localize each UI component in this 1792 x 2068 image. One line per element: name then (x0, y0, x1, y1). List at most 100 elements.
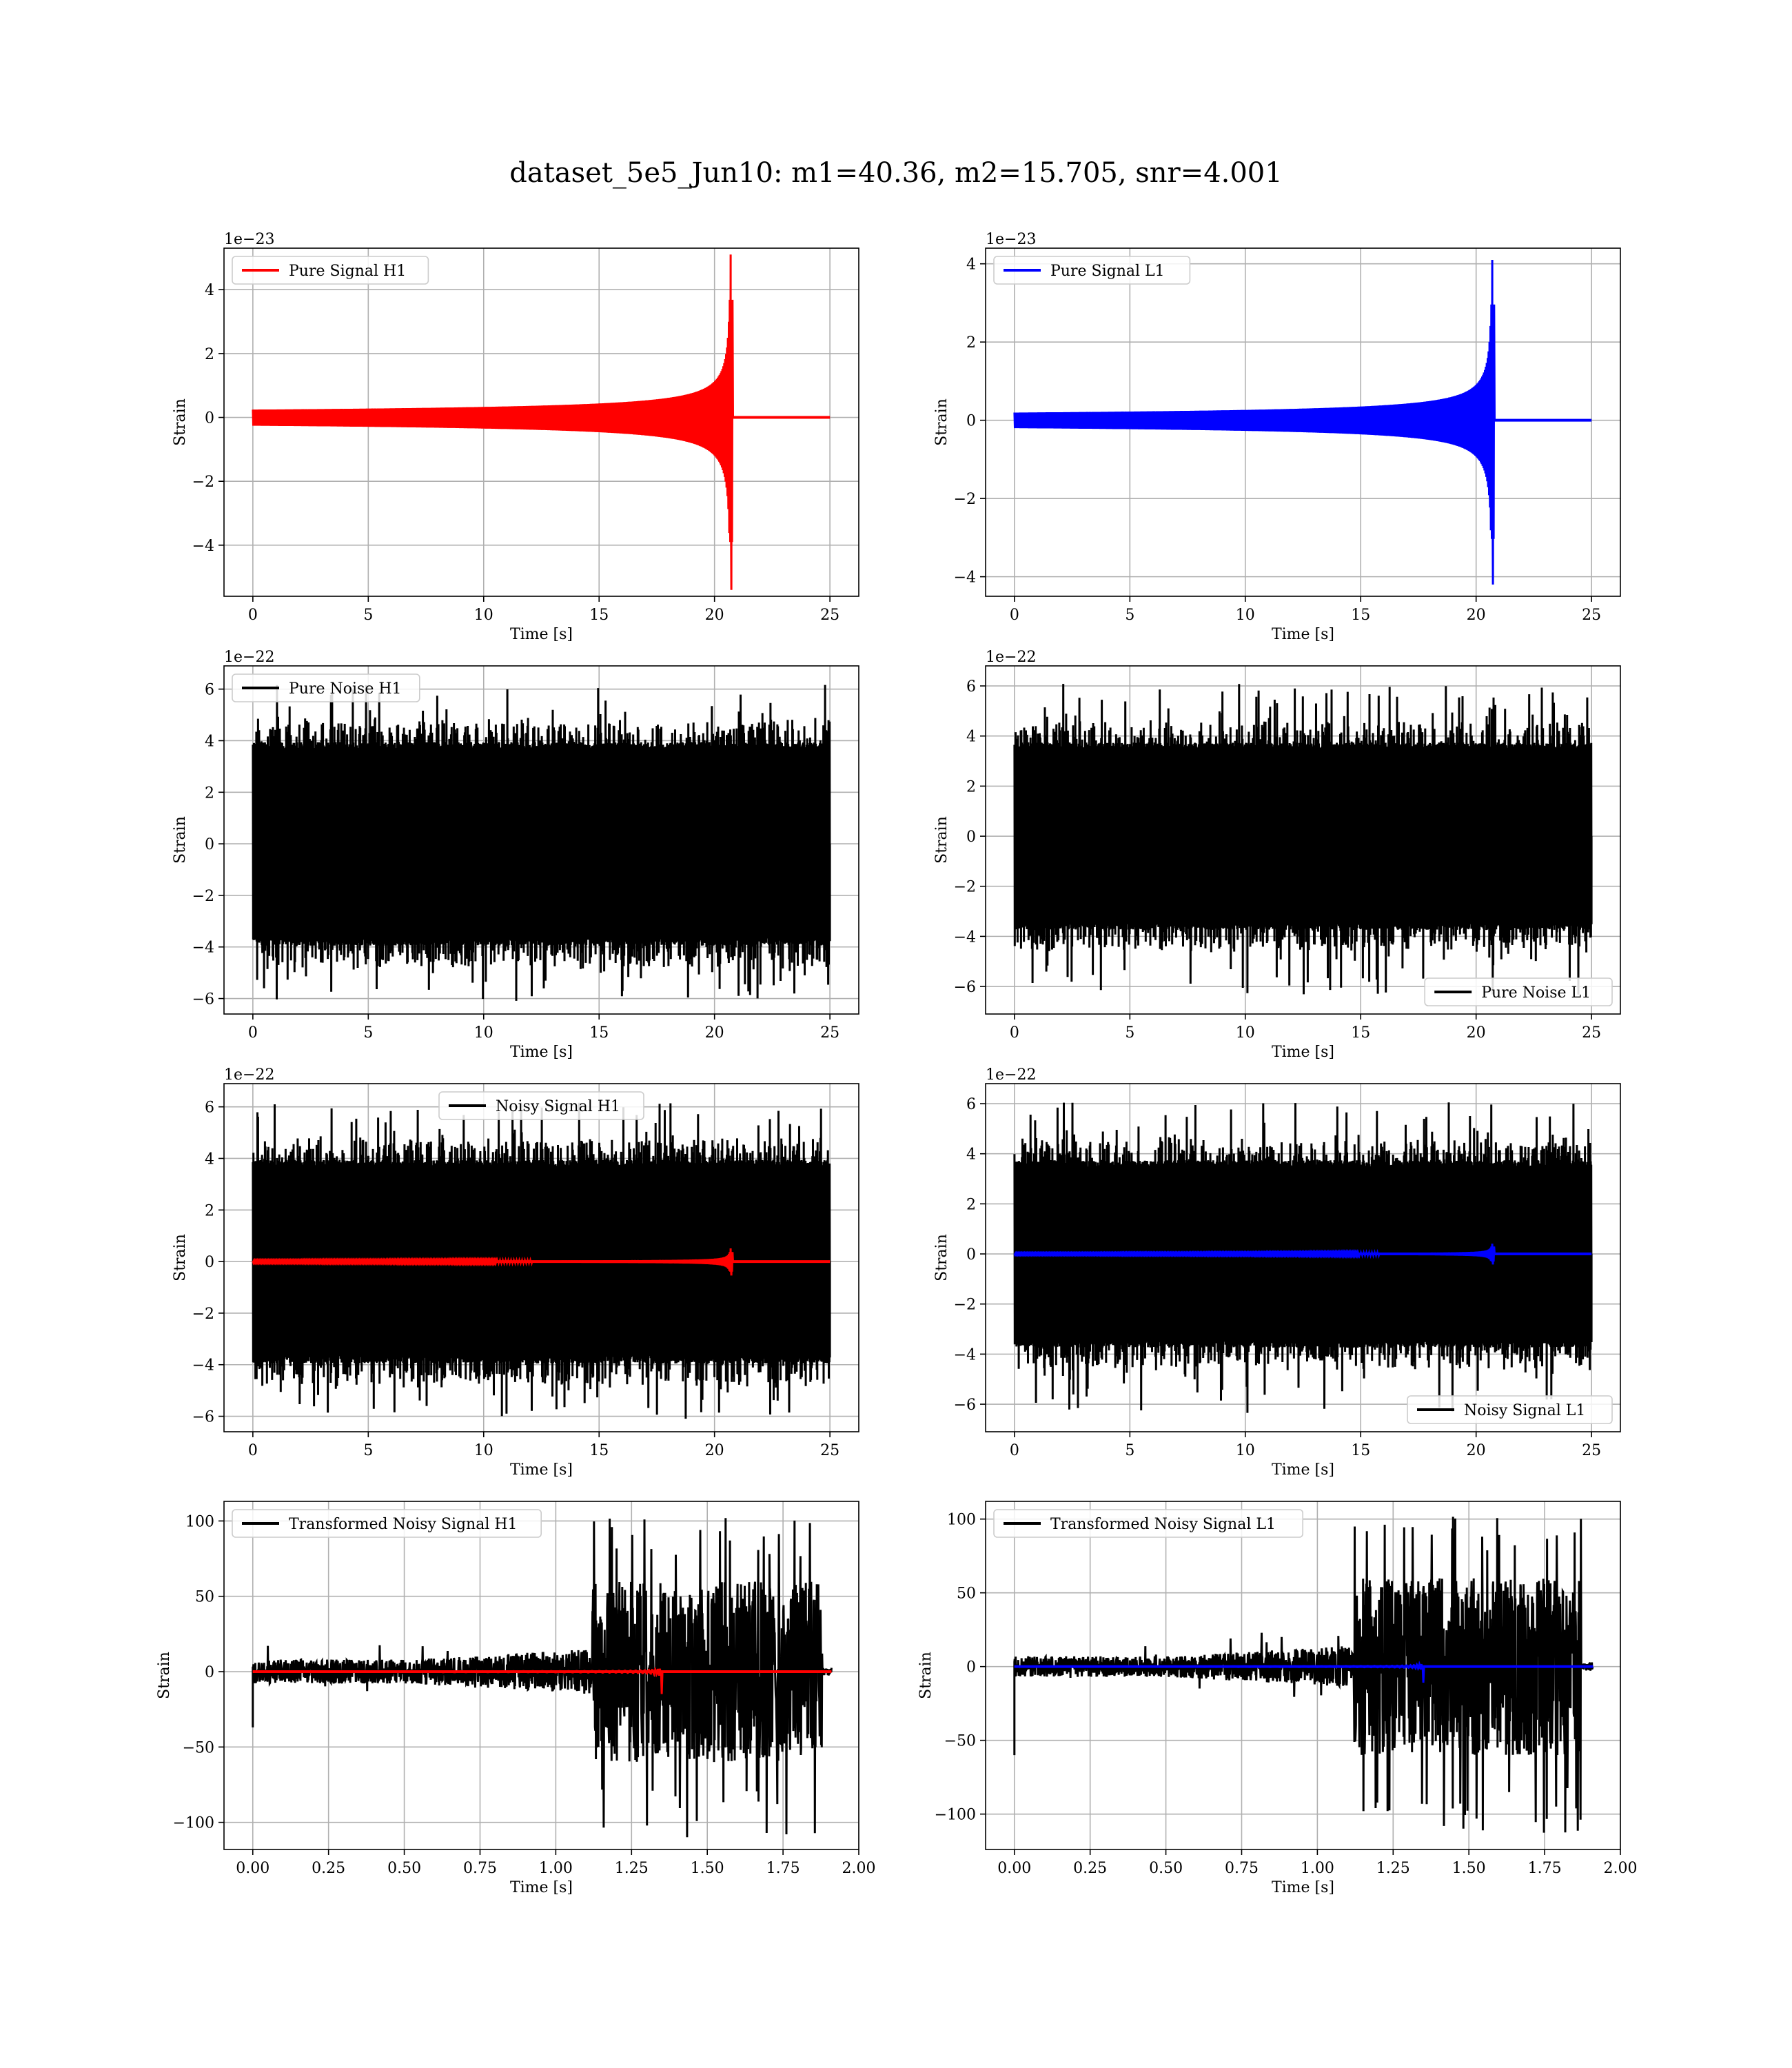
x-axis-label: Time [s] (1272, 1044, 1334, 1061)
figure-title: dataset_5e5_Jun10: m1=40.36, m2=15.705, … (509, 157, 1283, 189)
y-tick-label: −50 (183, 1739, 214, 1756)
y-tick-label: 2 (966, 334, 976, 352)
x-axis-label: Time [s] (1272, 1461, 1334, 1479)
x-axis-label: Time [s] (510, 626, 573, 643)
x-tick-label: 0 (1010, 607, 1019, 624)
legend-label: Noisy Signal L1 (1464, 1402, 1585, 1419)
y-axis-label: Strain (933, 1234, 950, 1281)
x-tick-label: 0.00 (236, 1860, 269, 1877)
x-tick-label: 20 (705, 607, 724, 624)
x-tick-label: 1.50 (691, 1860, 724, 1877)
y-tick-label: −50 (944, 1733, 976, 1750)
series-noise (1013, 684, 1593, 995)
x-tick-label: 0 (1010, 1442, 1019, 1459)
y-tick-label: −100 (935, 1807, 976, 1824)
x-tick-label: 25 (1582, 607, 1601, 624)
x-tick-label: 25 (820, 1024, 839, 1042)
y-tick-label: 2 (966, 778, 976, 795)
x-axis-label: Time [s] (510, 1879, 573, 1896)
y-tick-label: −4 (954, 1346, 976, 1364)
x-tick-label: 10 (1236, 607, 1255, 624)
axes-frame (223, 247, 859, 597)
y-tick-label: 0 (966, 1659, 976, 1676)
x-tick-label: 5 (1125, 607, 1134, 624)
x-tick-label: 0 (248, 1442, 258, 1459)
y-axis-label: Strain (156, 1652, 173, 1699)
plot-area (1013, 259, 1592, 585)
series-transformed (1013, 1517, 1594, 1833)
y-tick-label: 2 (205, 346, 214, 363)
y-tick-label: −4 (192, 1357, 214, 1375)
y-tick-label: −2 (954, 1297, 976, 1314)
y-axis-label: Strain (917, 1652, 935, 1699)
y-axis-label: Strain (933, 398, 950, 446)
x-tick-label: 15 (1351, 607, 1370, 624)
y-tick-label: −6 (954, 1397, 976, 1414)
y-tick-label: 100 (185, 1513, 214, 1530)
y-tick-label: 4 (205, 282, 214, 299)
x-tick-label: 15 (589, 607, 609, 624)
y-tick-label: 4 (205, 733, 214, 750)
plot-area (1013, 1517, 1594, 1833)
y-axis-label: Strain (933, 816, 950, 864)
y-tick-label: 6 (205, 682, 214, 699)
plot-area (252, 254, 831, 590)
y-tick-label: 0 (205, 1664, 214, 1681)
x-tick-label: 1.75 (766, 1860, 800, 1877)
x-axis-label: Time [s] (1272, 1879, 1334, 1896)
x-axis-label: Time [s] (1272, 626, 1334, 643)
axes-frame (223, 1501, 859, 1850)
y-tick-label: 6 (205, 1099, 214, 1117)
y-tick-label: 100 (947, 1512, 976, 1529)
legend: Transformed Noisy Signal L1 (993, 1509, 1304, 1538)
y-tick-label: −2 (192, 1306, 214, 1323)
panel-transformed-noisy-signal-h1: 0.00 0.25 0.50 0.75 1.00 1.25 1.50 1.75 2.00 −100… (156, 1501, 875, 1896)
legend-frame (232, 673, 420, 702)
legend: Pure Signal L1 (993, 256, 1191, 285)
y-tick-label: −2 (192, 888, 214, 905)
plot-area (252, 1102, 831, 1419)
x-tick-label: 25 (820, 607, 839, 624)
x-tick-label: 5 (363, 607, 373, 624)
y-tick-label: 0 (205, 1254, 214, 1271)
y-tick-label: −6 (954, 979, 976, 996)
legend-frame (232, 1509, 542, 1538)
x-tick-label: 25 (1582, 1442, 1601, 1459)
plot-area (252, 1518, 833, 1838)
y-tick-label: 4 (205, 1150, 214, 1168)
x-tick-label: 25 (1582, 1024, 1601, 1042)
x-tick-label: 1.25 (615, 1860, 649, 1877)
offset-text: 1e−22 (224, 1066, 274, 1084)
y-tick-label: −4 (192, 940, 214, 957)
y-tick-label: −100 (173, 1815, 214, 1832)
x-tick-label: 10 (1236, 1024, 1255, 1042)
y-tick-label: 4 (966, 256, 976, 274)
legend: Pure Signal H1 (232, 256, 429, 285)
x-tick-label: 0.25 (1073, 1860, 1107, 1877)
legend: Noisy Signal H1 (438, 1091, 644, 1120)
x-tick-label: 0.00 (997, 1860, 1031, 1877)
x-tick-label: 0 (248, 607, 258, 624)
legend: Noisy Signal L1 (1407, 1395, 1613, 1424)
offset-text: 1e−23 (224, 231, 274, 248)
panel-transformed-noisy-signal-l1: 0.00 0.25 0.50 0.75 1.00 1.25 1.50 1.75 2.00 −100… (917, 1501, 1637, 1896)
legend-label: Pure Noise H1 (289, 680, 402, 698)
x-tick-label: 0.25 (312, 1860, 345, 1877)
y-tick-label: 6 (966, 1096, 976, 1113)
series-noise (252, 1102, 831, 1419)
y-tick-label: 0 (966, 829, 976, 846)
x-tick-label: 10 (1236, 1442, 1255, 1459)
y-tick-label: 2 (205, 1202, 214, 1219)
legend: Pure Noise H1 (232, 673, 420, 702)
legend-label: Transformed Noisy Signal L1 (1050, 1516, 1276, 1533)
y-tick-label: 2 (966, 1196, 976, 1213)
x-tick-label: 0.75 (463, 1860, 497, 1877)
panel-pure-noise-h1: 0 5 10 15 20 25 −6 −4 −2 0 2 4 6 Time [s] Strain 1e−22 P… (172, 649, 859, 1061)
panel-pure-noise-l1: 0 5 10 15 20 25 −6 −4 −2 0 2 4 6 Time [s] Strain 1e−22 P… (933, 649, 1621, 1061)
x-tick-label: 15 (589, 1024, 609, 1042)
x-tick-label: 15 (1351, 1024, 1370, 1042)
x-tick-label: 5 (1125, 1024, 1134, 1042)
panel-noisy-signal-h1: 0 5 10 15 20 25 −6 −4 −2 0 2 4 6 Time [s] Strain 1e−22 N… (172, 1066, 859, 1479)
legend-label: Pure Signal L1 (1050, 263, 1165, 280)
